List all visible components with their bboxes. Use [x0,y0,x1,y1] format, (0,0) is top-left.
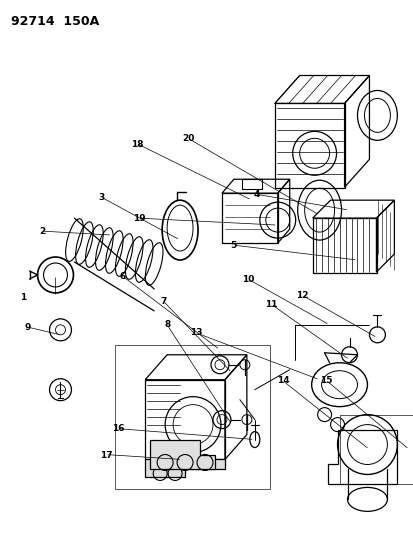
Text: 4: 4 [253,190,259,199]
Polygon shape [145,459,224,478]
Text: 10: 10 [242,275,254,284]
Text: 8: 8 [164,320,171,329]
Text: 18: 18 [130,140,143,149]
Text: 20: 20 [182,134,194,143]
Text: 11: 11 [264,300,277,309]
Polygon shape [150,440,214,470]
Bar [221,193,277,243]
Text: 19: 19 [132,214,145,223]
Text: 3: 3 [98,193,104,202]
Text: 16: 16 [112,424,124,433]
Text: 17: 17 [100,451,112,460]
Text: 5: 5 [230,241,236,250]
Bar [312,218,377,273]
Text: 14: 14 [276,376,289,385]
Text: 9: 9 [24,323,31,332]
Text: 12: 12 [295,291,307,300]
Text: 7: 7 [160,296,166,305]
Bar [145,379,224,459]
Text: 1: 1 [20,293,26,302]
Text: 2: 2 [39,228,45,237]
Text: 13: 13 [190,328,202,337]
Text: 92714  150A: 92714 150A [11,15,99,28]
Bar [241,179,261,189]
Text: 6: 6 [119,272,125,280]
Text: 15: 15 [320,376,332,385]
Bar [274,103,344,188]
Bar [339,415,413,484]
Bar [115,345,269,489]
